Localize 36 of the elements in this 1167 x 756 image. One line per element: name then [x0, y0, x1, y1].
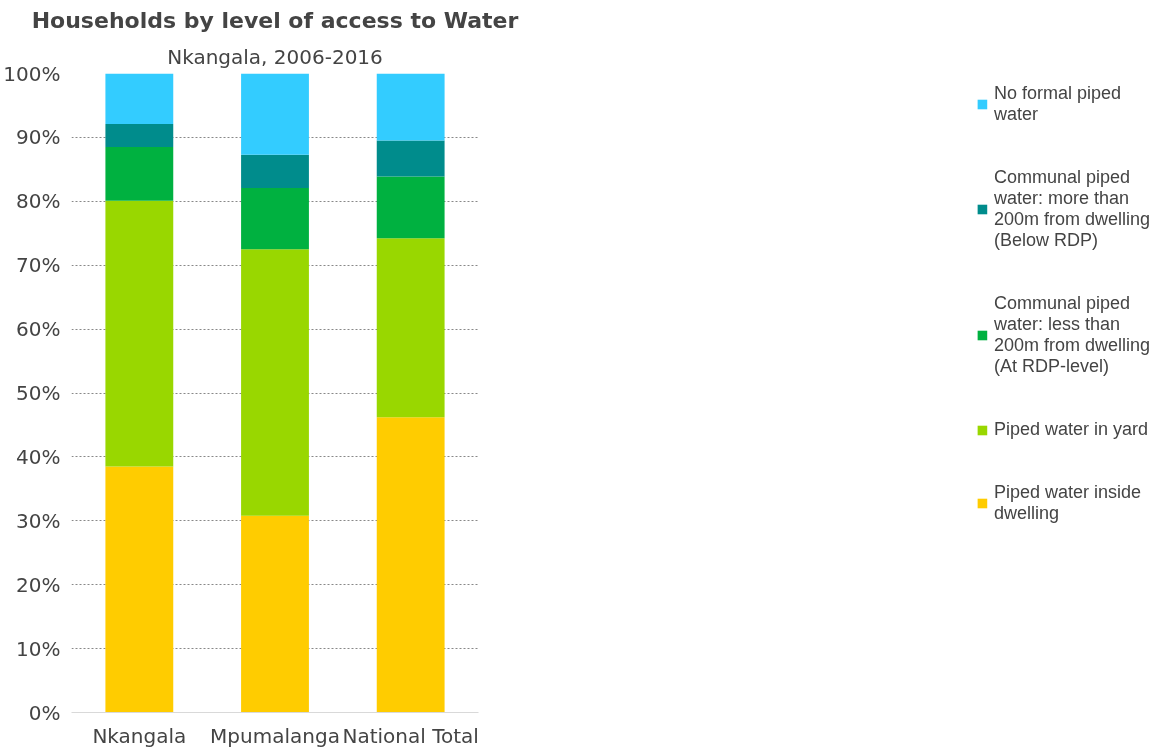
- y-tick-label: 80%: [16, 189, 61, 214]
- y-tick-label: 70%: [16, 253, 61, 278]
- bar: [376, 140, 445, 177]
- x-tick-label: National Total: [342, 723, 479, 748]
- bar: [105, 146, 174, 201]
- y-tick-label: 50%: [16, 381, 61, 405]
- bar: [241, 515, 309, 713]
- bar: [241, 73, 309, 155]
- y-tick-label: 20%: [16, 572, 61, 597]
- bar: [241, 187, 309, 250]
- bar: [105, 200, 174, 467]
- legend-label: Communal piped water: less than 200m from dwelling (At RDP-level): [993, 293, 1150, 377]
- legend-label: No formal piped water: [993, 83, 1121, 125]
- y-tick-label: 90%: [16, 125, 61, 150]
- y-tick-label: 40%: [16, 444, 61, 469]
- bar: [376, 238, 445, 418]
- chart-subtitle: Nkangala, 2006-2016: [167, 44, 383, 69]
- legend-label: Communal piped water: more than 200m from dwelling (Below RDP): [993, 167, 1150, 251]
- legend-label: Piped water in yard: [993, 419, 1149, 440]
- x-tick-label: Mpumalanga: [210, 723, 340, 748]
- bar: [376, 176, 445, 239]
- bar: [376, 73, 445, 141]
- y-tick-label: 0%: [28, 700, 61, 725]
- bar: [376, 417, 445, 713]
- x-tick-label: Nkangala: [92, 723, 187, 748]
- chart-title: Households by level of access to Water: [31, 7, 519, 33]
- bar: [241, 249, 309, 516]
- bar: [105, 73, 174, 124]
- y-tick-label: 10%: [16, 636, 61, 661]
- bar: [105, 466, 174, 713]
- y-tick-label: 100%: [3, 61, 61, 86]
- bar: [105, 123, 174, 147]
- y-tick-label: 30%: [16, 508, 61, 533]
- y-tick-label: 60%: [16, 317, 61, 342]
- bar: [241, 154, 309, 188]
- legend-label: Piped water inside dwelling: [993, 482, 1142, 524]
